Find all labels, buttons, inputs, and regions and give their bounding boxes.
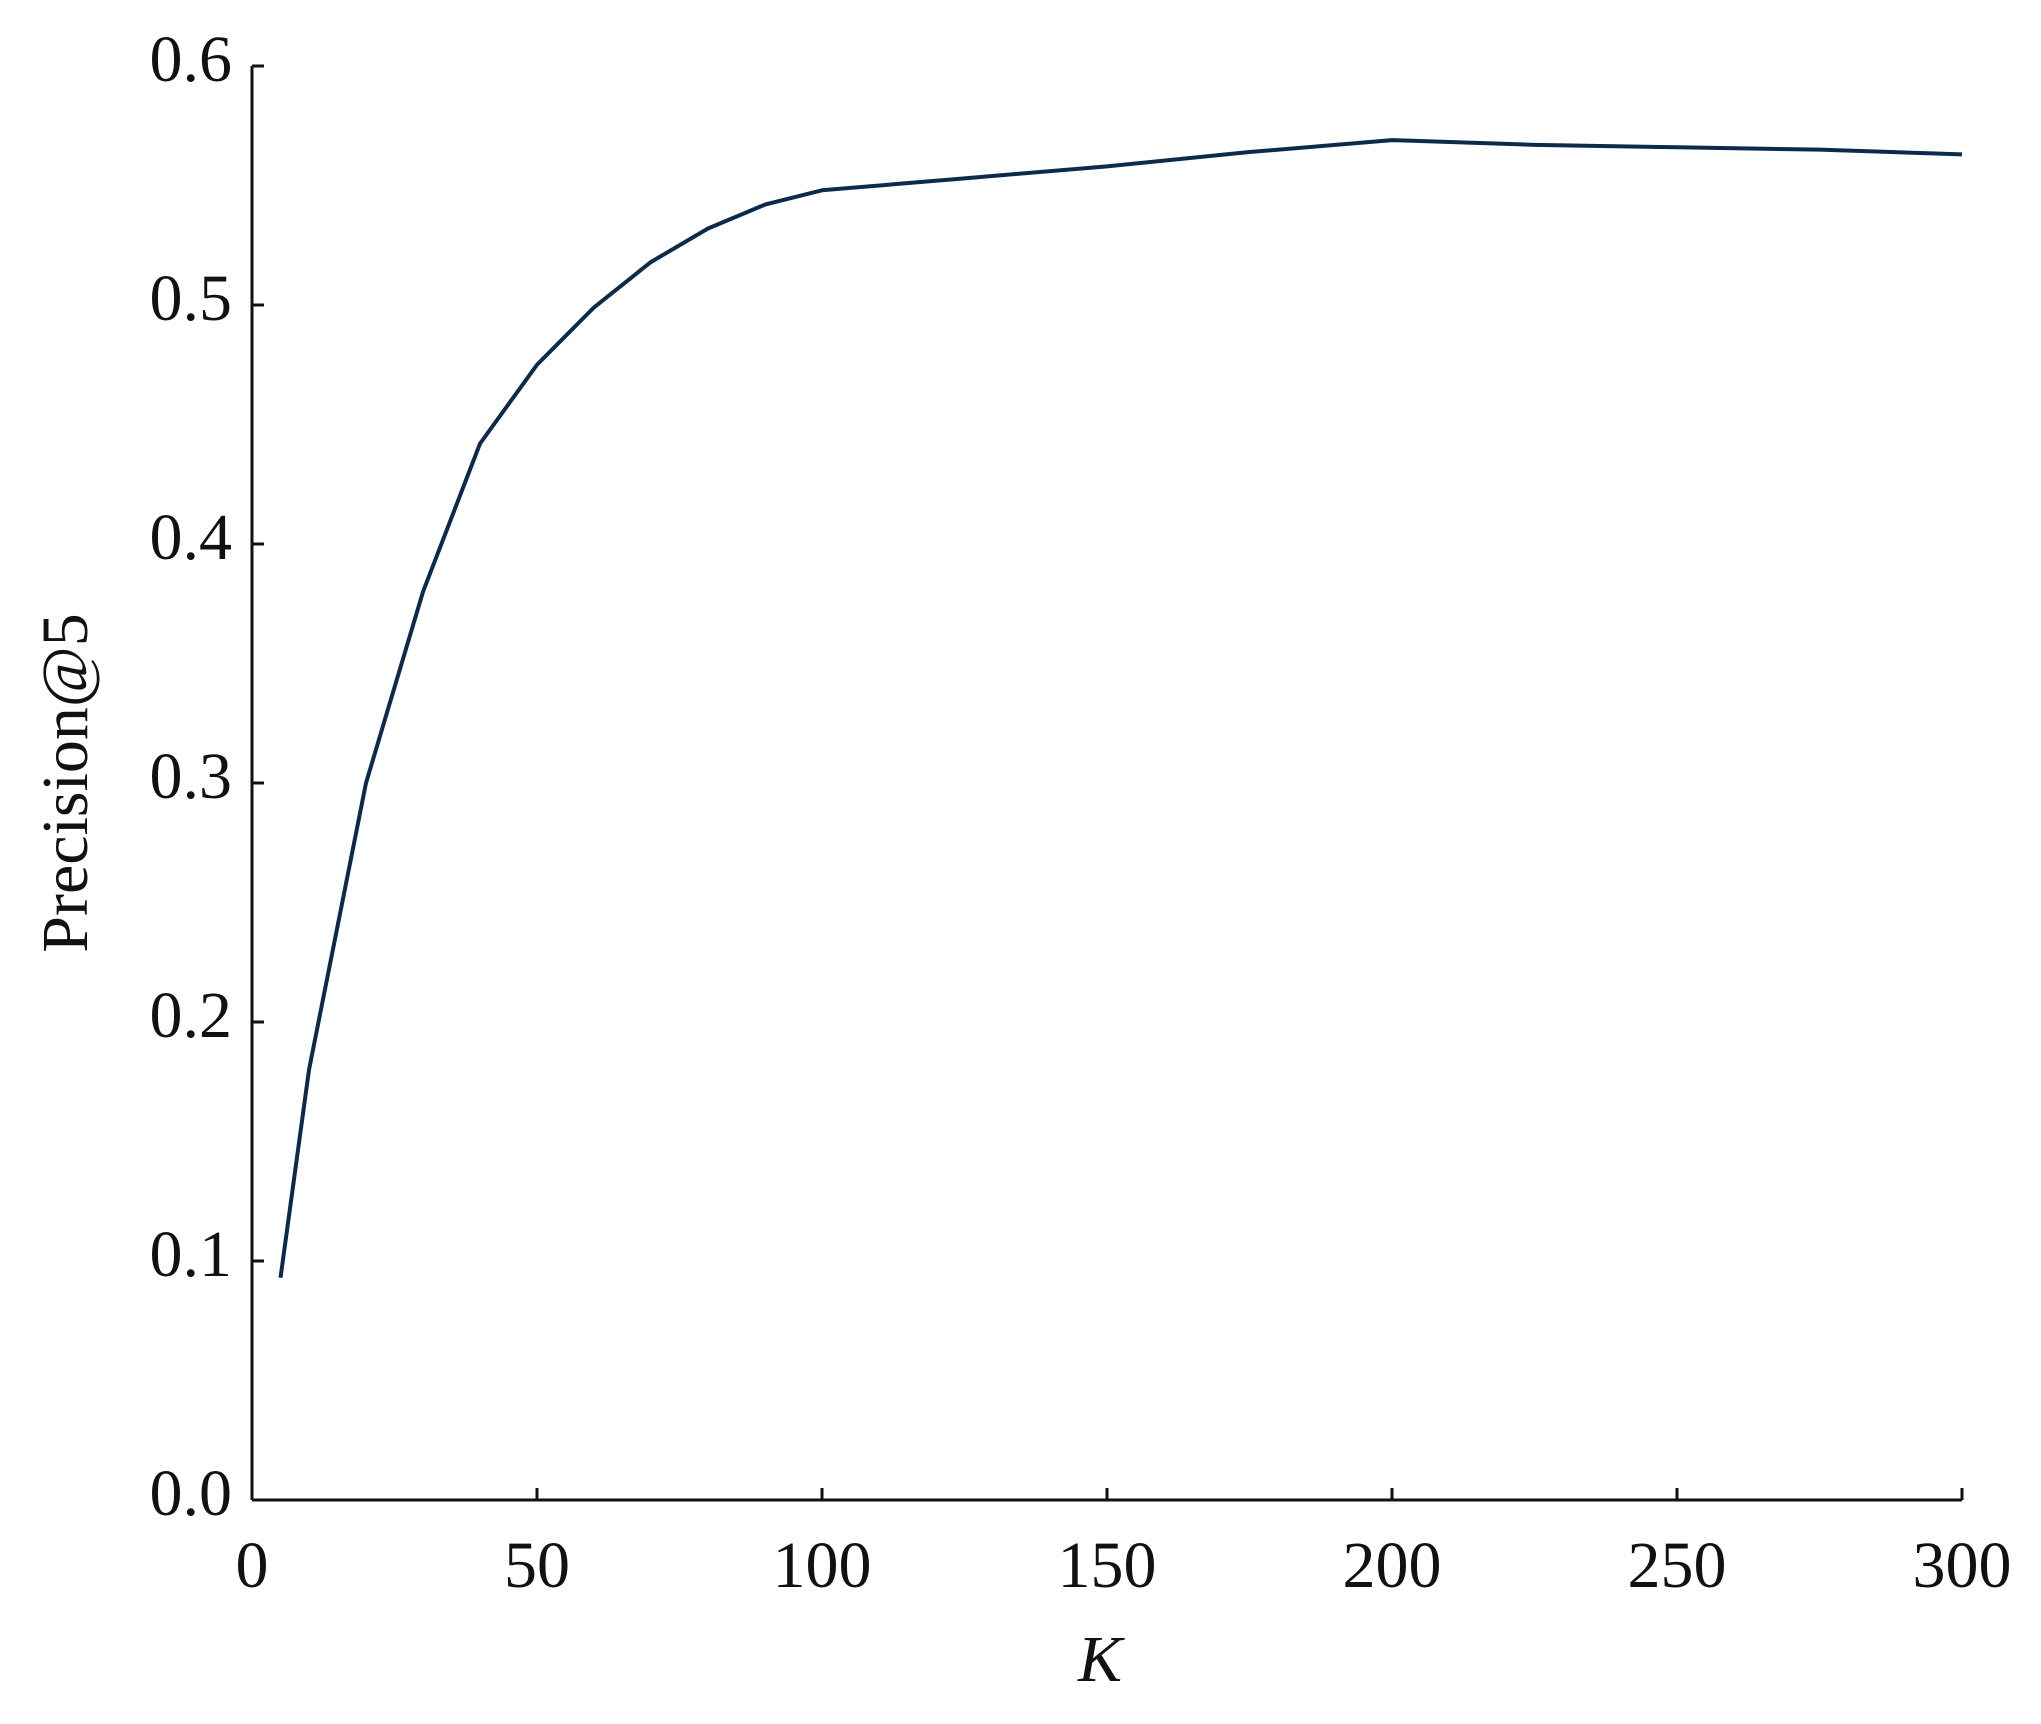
y-axis-label: Precision@5 — [29, 613, 102, 952]
x-tick-label: 0 — [236, 1529, 269, 1602]
x-tick-label: 50 — [504, 1529, 570, 1602]
x-axis-label: K — [1077, 1623, 1125, 1696]
y-tick-label: 0.3 — [150, 740, 233, 813]
y-tick-label: 0.4 — [150, 501, 233, 574]
x-tick-label: 300 — [1913, 1529, 2012, 1602]
y-tick-label: 0.0 — [150, 1457, 233, 1530]
x-tick-label: 200 — [1343, 1529, 1442, 1602]
x-tick-label: 150 — [1058, 1529, 1157, 1602]
y-tick-label: 0.1 — [150, 1218, 233, 1291]
line — [278, 138, 1963, 1279]
x-tick-label: 100 — [773, 1529, 872, 1602]
y-tick-label: 0.2 — [150, 979, 233, 1052]
y-tick-label: 0.6 — [150, 23, 233, 96]
y-tick-label: 0.5 — [150, 262, 233, 335]
x-tick-label: 250 — [1628, 1529, 1727, 1602]
